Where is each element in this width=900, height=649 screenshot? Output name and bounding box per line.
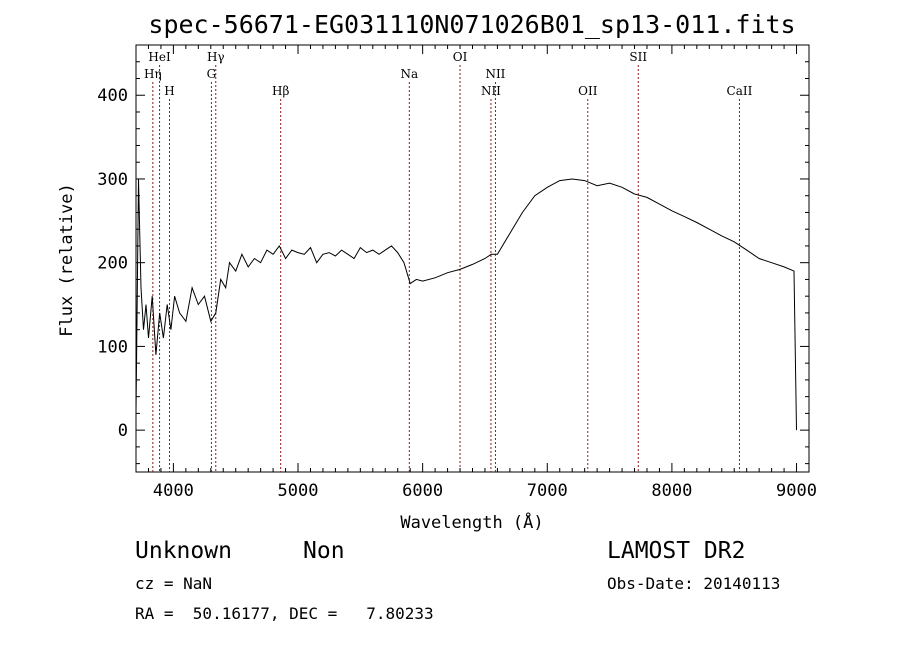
- redshift-label: cz = NaN: [135, 574, 213, 593]
- x-tick-label: 7000: [527, 481, 568, 501]
- subclass-label: Non: [303, 538, 345, 564]
- x-tick-label: 6000: [402, 481, 443, 501]
- chart-title: spec-56671-EG031110N071026B01_sp13-011.f…: [148, 10, 795, 39]
- spectral-line-label: NII: [481, 84, 501, 98]
- spectral-line-label: SII: [629, 50, 647, 64]
- spectral-line-label: OII: [578, 84, 598, 98]
- spectral-line-label: Na: [400, 67, 418, 81]
- x-axis-label: Wavelength (Å): [400, 511, 543, 533]
- spectral-line-label: HeI: [148, 50, 171, 64]
- spectrum-chart: spec-56671-EG031110N071026B01_sp13-011.f…: [57, 10, 817, 533]
- y-axis-label: Flux (relative): [57, 183, 77, 337]
- spectral-line-label: H: [164, 84, 174, 98]
- spectral-line-label: CaII: [727, 84, 753, 98]
- y-tick-label: 300: [97, 170, 128, 190]
- plot-frame: [135, 44, 810, 473]
- x-tick-label: 5000: [278, 481, 319, 501]
- spectral-line-label: Hβ: [272, 84, 289, 98]
- axis-ticks: 4000 5000 6000 7000 8000 9000 0 100 200 300 400: [97, 45, 817, 501]
- x-tick-label: 8000: [651, 481, 692, 501]
- spectral-line-label: OI: [453, 50, 468, 64]
- class-label: Unknown: [135, 538, 232, 564]
- spectral-line-label: Hη: [144, 67, 162, 81]
- spectral-line-markers: Hη HeI H Hγ G Hβ Na OI NII NII OII SII CaII: [144, 50, 753, 472]
- survey-label: LAMOST DR2: [607, 538, 746, 564]
- coordinates-label: RA = 50.16177, DEC = 7.80233: [135, 604, 434, 623]
- y-tick-label: 400: [97, 86, 128, 106]
- y-tick-label: 100: [97, 337, 128, 357]
- obs-date-label: Obs-Date: 20140113: [607, 574, 781, 593]
- spectral-line-label: NII: [485, 67, 505, 81]
- x-tick-label: 4000: [153, 481, 194, 501]
- x-tick-label: 9000: [776, 481, 817, 501]
- spectrum-line: [135, 178, 797, 431]
- y-tick-label: 200: [97, 254, 128, 274]
- y-tick-label: 0: [118, 421, 128, 441]
- spectral-line-label: G: [207, 67, 217, 81]
- spectral-line-label: Hγ: [207, 50, 225, 64]
